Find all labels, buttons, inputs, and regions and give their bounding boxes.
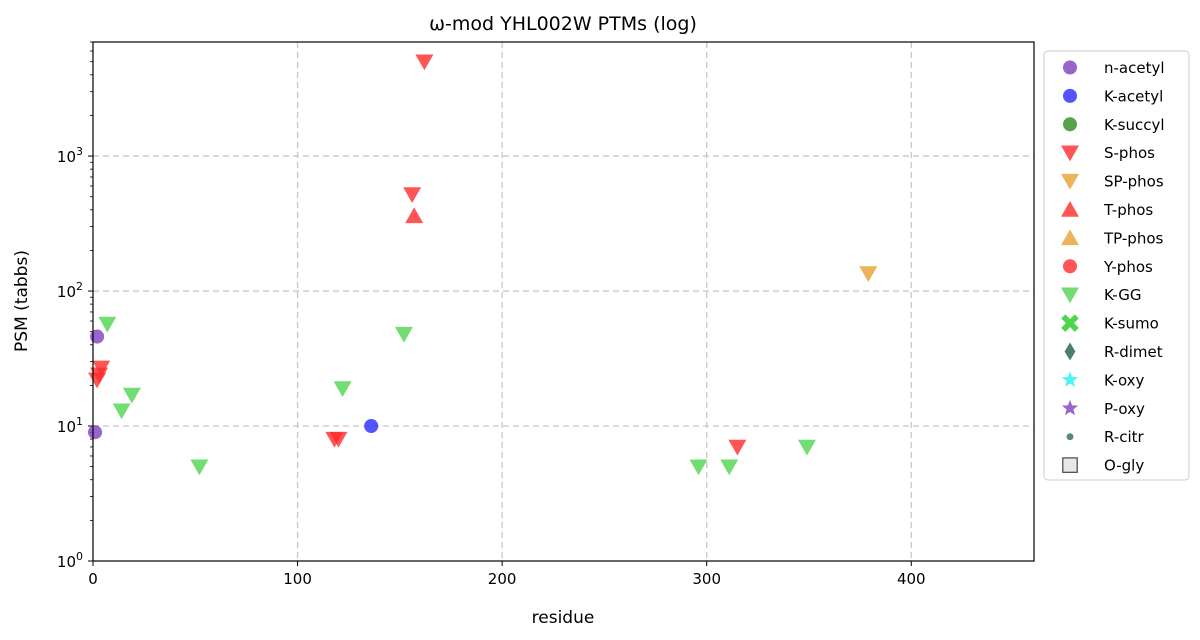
data-point	[122, 387, 141, 404]
legend-frame	[1043, 50, 1190, 481]
y-tick-label: 101	[57, 415, 83, 436]
legend-marker	[1062, 457, 1078, 473]
legend-label: TP-phos	[1103, 229, 1163, 247]
data-point	[797, 439, 816, 456]
data-point	[112, 403, 131, 420]
legend-marker	[1062, 60, 1078, 75]
data-point	[728, 439, 747, 456]
data-point	[190, 459, 209, 476]
legend-marker	[1061, 145, 1079, 162]
y-tick-label: 103	[57, 145, 83, 166]
y-tick-label: 100	[57, 550, 83, 571]
legend-label: K-sumo	[1104, 315, 1159, 333]
legend-label: O-gly	[1104, 457, 1144, 475]
legend-marker	[1064, 342, 1076, 361]
axis-ticks: 0 100 200 300 400 100 101 102 103	[57, 41, 926, 588]
legend-label: R-dimet	[1104, 343, 1163, 361]
data-point	[689, 459, 708, 476]
data-point	[405, 207, 424, 224]
legend-marker	[1061, 371, 1079, 387]
data-point	[88, 372, 107, 389]
data-point	[403, 187, 422, 203]
legend-label: K-acetyl	[1104, 87, 1163, 105]
y-axis-label: PSM (tabbs)	[12, 250, 32, 352]
legend-marker	[1061, 200, 1079, 217]
grid	[93, 42, 1034, 561]
data-point	[720, 459, 739, 476]
x-tick-label: 400	[897, 570, 926, 588]
legend-marker	[1061, 173, 1079, 190]
legend-label: R-citr	[1104, 428, 1145, 446]
legend-label: S-phos	[1104, 144, 1155, 162]
legend-marker	[1061, 314, 1079, 332]
data-point	[333, 381, 352, 397]
data-points	[88, 54, 878, 476]
legend-label: K-GG	[1104, 286, 1141, 304]
legend-marker	[1062, 117, 1078, 132]
legend-label: n-acetyl	[1104, 59, 1165, 77]
legend-marker	[1066, 433, 1074, 441]
data-point	[88, 425, 103, 440]
data-point	[859, 266, 878, 283]
data-point	[329, 431, 348, 448]
legend-label: P-oxy	[1104, 400, 1145, 418]
legend-marker	[1061, 287, 1079, 304]
x-tick-label: 300	[692, 570, 721, 588]
legend-label: K-succyl	[1104, 116, 1165, 134]
x-axis-label: residue	[532, 608, 595, 628]
y-tick-label: 102	[57, 280, 83, 301]
legend-label: SP-phos	[1104, 173, 1164, 191]
data-point	[364, 419, 379, 434]
data-point	[98, 316, 117, 333]
legend-marker	[1062, 88, 1078, 103]
legend-marker	[1061, 229, 1079, 246]
legend-label: T-phos	[1103, 201, 1153, 219]
x-tick-label: 0	[88, 570, 98, 588]
data-point	[90, 329, 105, 344]
plot-frame	[92, 41, 1035, 562]
legend: n-acetyl K-acetyl K-succyl S-phos SP-phos T-p…	[1043, 50, 1190, 481]
chart-title: ω-mod YHL002W PTMs (log)	[429, 13, 697, 35]
data-point	[394, 326, 413, 343]
legend-label: K-oxy	[1104, 371, 1145, 389]
legend-marker	[1062, 259, 1078, 274]
x-tick-label: 200	[488, 570, 517, 588]
legend-label: Y-phos	[1103, 258, 1153, 276]
data-point	[415, 54, 434, 71]
x-tick-label: 100	[283, 570, 312, 588]
legend-marker	[1061, 399, 1079, 416]
